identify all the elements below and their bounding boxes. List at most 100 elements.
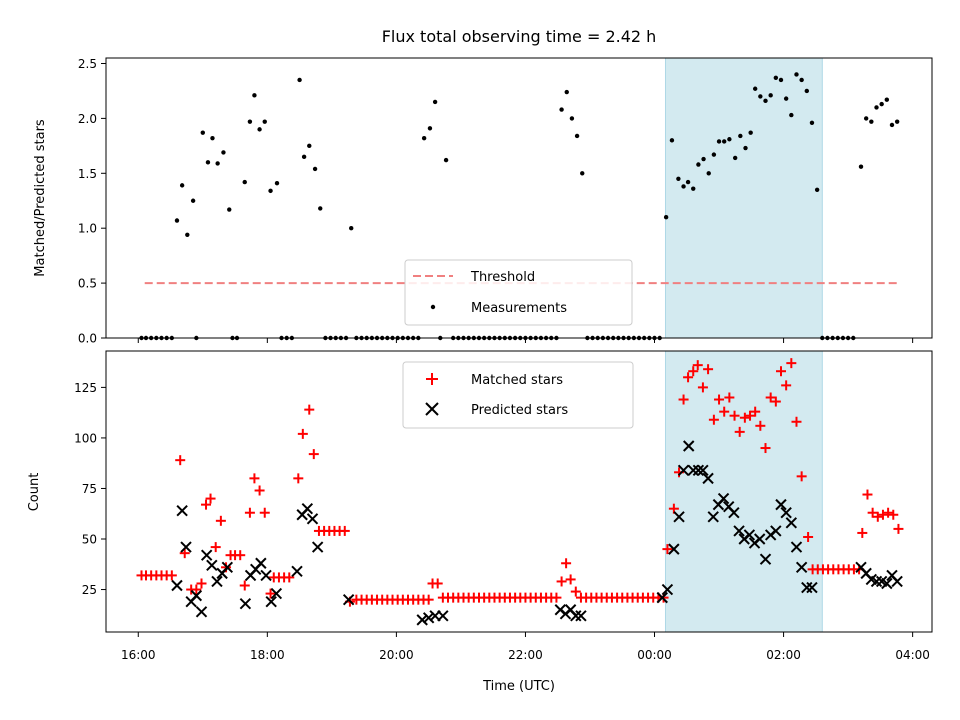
matched-star-point	[297, 428, 308, 439]
predicted-star-point-b	[692, 464, 705, 476]
matched-star-point	[697, 382, 708, 393]
predicted-star-point-b	[200, 549, 213, 561]
matched-star-point	[729, 410, 740, 421]
predicted-star-point-b	[743, 529, 756, 541]
predicted-star-point-b	[677, 464, 690, 476]
matched-star-point	[662, 544, 673, 555]
predicted-star-point	[211, 575, 223, 588]
matched-star-point	[734, 426, 745, 437]
predicted-star-point	[306, 513, 319, 525]
measurement-point	[722, 139, 727, 144]
bottom-y-axis-label: Count	[27, 473, 42, 512]
measurement-point	[799, 77, 804, 83]
legend-measurements-label: Measurements	[471, 301, 567, 316]
predicted-star-point-b	[702, 472, 714, 485]
predicted-star-point	[687, 464, 699, 476]
predicted-star-point	[190, 589, 203, 602]
matched-star-point	[775, 366, 786, 377]
measurement-point	[210, 135, 215, 141]
predicted-star-point-b	[668, 543, 680, 555]
predicted-star-point-b	[291, 565, 303, 578]
matched-star-point	[688, 366, 699, 377]
matched-star-point	[791, 416, 802, 427]
matched-star-point	[293, 473, 304, 484]
predicted-star-point-b	[795, 561, 808, 574]
matched-star-point	[179, 548, 190, 559]
predicted-star-point-b	[775, 498, 787, 511]
predicted-star-point-b	[422, 612, 435, 624]
x-tick-label: 02:00	[766, 648, 801, 662]
predicted-star-point	[683, 440, 695, 452]
matched-star-point	[565, 574, 576, 585]
measurement-point	[701, 156, 706, 162]
measurement-point	[247, 119, 253, 124]
matched-star-point	[872, 511, 883, 522]
predicted-star-point-b	[785, 517, 798, 529]
bottom-plot-frame	[105, 350, 933, 633]
matched-star-point	[259, 507, 270, 518]
bottom-x-axis: 16:00 18:00 20:00 22:00 00:00 02:00 04:00	[121, 632, 930, 662]
measurement-point	[743, 145, 748, 151]
x-axis-label: Time (UTC)	[482, 679, 555, 694]
legend-measurements-swatch	[430, 304, 436, 310]
measurement-point	[669, 138, 675, 143]
measurement-point	[879, 101, 884, 107]
predicted-star-point-b	[697, 464, 709, 476]
measurement-point	[884, 97, 890, 102]
predicted-star-point-b	[564, 604, 577, 616]
top-shaded-region	[664, 57, 823, 339]
predicted-star-point	[221, 561, 234, 574]
predicted-star-point-b	[891, 575, 903, 588]
matched-star-point	[708, 414, 719, 425]
predicted-star-point-b	[683, 440, 695, 452]
matched-star-point	[265, 588, 276, 599]
predicted-star-point	[891, 575, 903, 588]
predicted-star-point-b	[265, 595, 277, 608]
measurement-point	[706, 171, 711, 176]
predicted-star-point-b	[790, 541, 803, 553]
measurement-point	[804, 88, 810, 94]
predicted-star-point-b	[239, 597, 252, 610]
predicted-star-point	[291, 565, 303, 578]
matched-star-point	[175, 455, 186, 466]
predicted-star-point-b	[270, 587, 283, 600]
measurement-point	[252, 93, 257, 98]
predicted-star-point-b	[855, 561, 867, 574]
matched-star-point	[755, 420, 766, 431]
matched-star-point	[215, 515, 226, 526]
predicted-star-point-b	[180, 541, 192, 553]
matched-star-point	[760, 443, 771, 454]
measurement-point	[200, 130, 205, 135]
predicted-star-point-b	[570, 610, 582, 622]
predicted-star-point	[180, 541, 192, 553]
top-y-tick-label: 0.5	[78, 277, 97, 291]
predicted-star-point-b	[311, 541, 324, 553]
predicted-star-point-b	[723, 500, 735, 513]
predicted-star-point-b	[221, 561, 234, 574]
predicted-star-point	[870, 575, 883, 588]
bottom-legend: Matched stars Predicted stars	[402, 361, 634, 429]
predicted-star-point	[195, 606, 208, 618]
matched-star-point	[210, 542, 221, 553]
predicted-star-point-b	[687, 464, 699, 476]
top-y-tick-label: 0.0	[78, 332, 97, 346]
predicted-star-point-b	[801, 581, 813, 594]
top-panel: 0.0 0.5 1.0 1.5 2.0 2.5 Matched/Predicted sta…	[33, 57, 933, 346]
predicted-star-point	[780, 507, 792, 519]
matched-star-point	[877, 509, 888, 520]
top-legend: Threshold Measurements	[404, 259, 633, 326]
measurement-point	[716, 139, 722, 144]
predicted-star-point-b	[301, 502, 314, 515]
predicted-star-point	[728, 507, 740, 519]
matched-star-point	[166, 570, 177, 581]
predicted-star-point	[770, 525, 782, 537]
top-y-tick-label: 2.5	[78, 57, 97, 71]
predicted-star-point	[673, 511, 685, 523]
matched-star-point	[714, 394, 725, 405]
predicted-star-point	[733, 525, 745, 537]
measurement-point	[691, 186, 696, 191]
predicted-star-point	[881, 577, 893, 590]
measurement-point	[763, 98, 768, 104]
predicted-star-point	[260, 569, 272, 582]
matched-star-point	[196, 578, 207, 589]
